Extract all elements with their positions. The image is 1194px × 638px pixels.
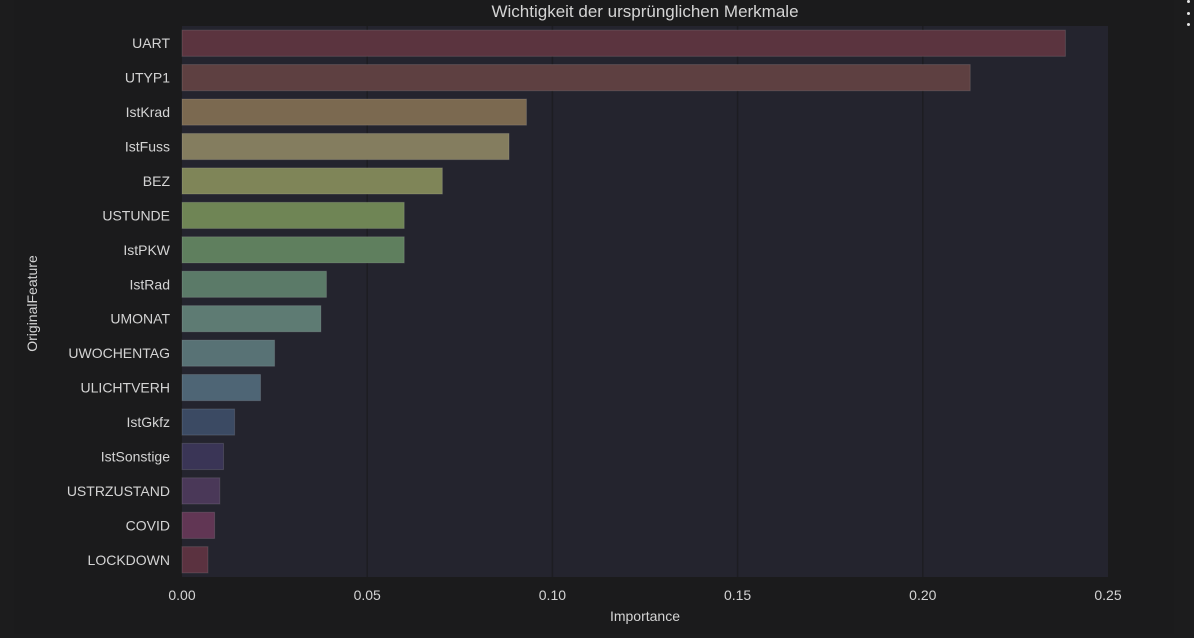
bar-covid xyxy=(181,511,216,539)
bar-ustrzustand xyxy=(181,477,221,505)
x-tick-label: 0.15 xyxy=(724,587,751,603)
x-tick-label: 0.20 xyxy=(909,587,936,603)
y-tick-label: IstFuss xyxy=(125,139,170,155)
x-tick-labels: 0.00 0.05 0.10 0.15 0.20 0.25 xyxy=(168,587,1121,603)
y-tick-label: UTYP1 xyxy=(125,70,170,86)
bar-istkrad xyxy=(181,98,527,126)
y-tick-label: UWOCHENTAG xyxy=(68,345,170,361)
dot xyxy=(1186,23,1190,26)
bar-istgkfz xyxy=(181,408,236,436)
y-tick-label: IstKrad xyxy=(126,104,170,120)
y-tick-label: UART xyxy=(132,35,170,51)
y-tick-label: USTRZUSTAND xyxy=(67,483,170,499)
x-tick-label: 0.05 xyxy=(354,587,381,603)
y-tick-label: USTUNDE xyxy=(102,207,170,223)
y-tick-label: COVID xyxy=(126,517,170,533)
dot xyxy=(1186,0,1190,3)
bar-uwochentag xyxy=(181,339,276,367)
bar-ulichtverh xyxy=(181,374,262,402)
x-tick-label: 0.25 xyxy=(1094,587,1121,603)
y-tick-labels: UART UTYP1 IstKrad IstFuss BEZ USTUNDE IstPKW I… xyxy=(67,35,171,568)
bar-utyp1 xyxy=(181,64,971,92)
bar-uart xyxy=(181,29,1066,57)
bar-istfuss xyxy=(181,132,510,161)
bars xyxy=(181,29,1066,574)
bar-umonat xyxy=(181,305,322,333)
x-tick-label: 0.00 xyxy=(168,587,195,603)
bar-ustunde xyxy=(181,201,405,229)
x-tick-label: 0.10 xyxy=(539,587,566,603)
dot xyxy=(1186,11,1190,15)
y-tick-label: UMONAT xyxy=(110,311,170,327)
bar-bez xyxy=(181,167,443,195)
bar-istsonstige xyxy=(181,442,224,471)
y-tick-label: BEZ xyxy=(143,173,171,189)
bar-istrad xyxy=(181,270,327,298)
x-axis-label: Importance xyxy=(610,608,680,624)
y-tick-label: IstPKW xyxy=(123,242,170,258)
bar-lockdown xyxy=(181,546,209,574)
y-tick-label: IstRad xyxy=(130,276,170,292)
bar-istpkw xyxy=(181,236,405,264)
y-tick-label: ULICHTVERH xyxy=(81,380,170,396)
y-axis-label: OriginalFeature xyxy=(24,255,40,352)
y-tick-label: IstGkfz xyxy=(126,414,170,430)
chart-title: Wichtigkeit der ursprünglichen Merkmale xyxy=(491,2,798,21)
y-tick-label: LOCKDOWN xyxy=(88,552,170,568)
more-options-icon[interactable] xyxy=(1183,0,1193,26)
y-tick-label: IstSonstige xyxy=(101,448,170,464)
